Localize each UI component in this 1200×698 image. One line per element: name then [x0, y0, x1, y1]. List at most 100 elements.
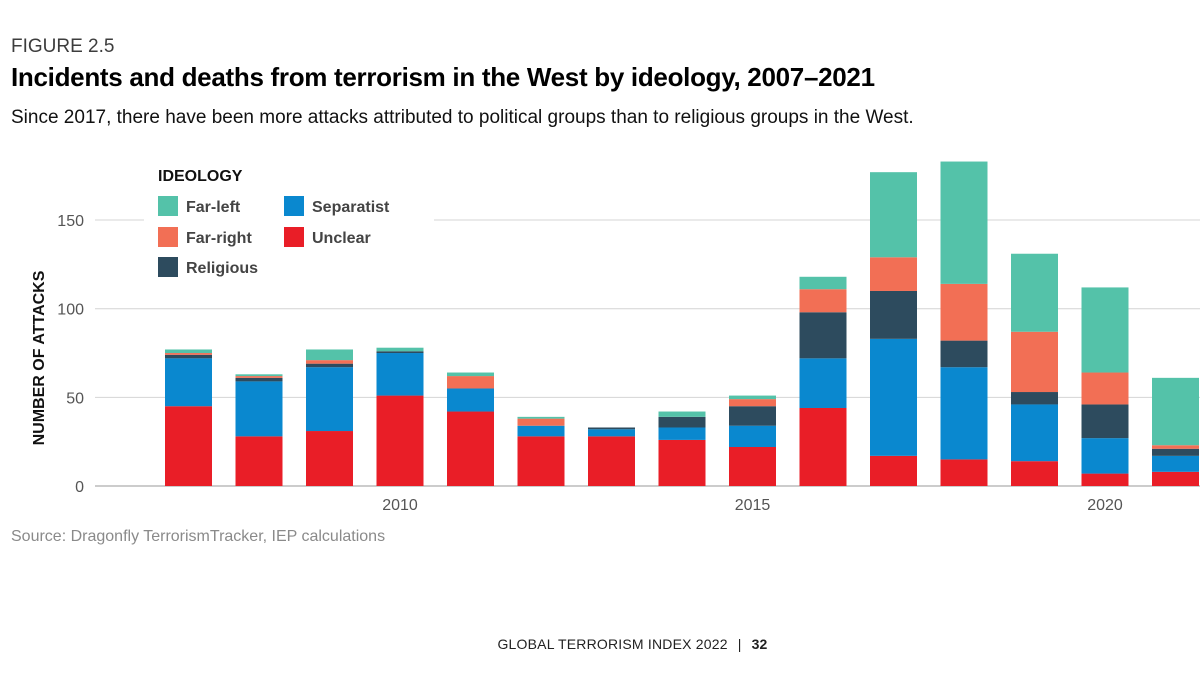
bar-segment-religious-2019: [1011, 392, 1058, 405]
bar-segment-far-left-2011: [447, 372, 494, 377]
bar-segment-unclear-2018: [940, 459, 988, 486]
bar-segment-far-right-2016: [799, 289, 847, 313]
bar-segment-unclear-2021: [1152, 471, 1199, 486]
bar-segment-separatist-2017: [870, 338, 917, 456]
bar-segment-far-right-2015: [729, 399, 776, 407]
legend-swatch-far-right: [158, 227, 178, 247]
bar-segment-unclear-2010: [376, 395, 424, 486]
bar-segment-unclear-2009: [306, 431, 353, 486]
axes: 0 50 100 150 2010 2015 2020: [57, 213, 1123, 514]
bar-segment-far-right-2008: [235, 376, 283, 378]
bar-segment-religious-2018: [940, 340, 988, 368]
bar-segment-religious-2013: [588, 427, 635, 430]
bar-segment-far-left-2020: [1081, 287, 1129, 373]
bar-segment-unclear-2017: [870, 455, 917, 486]
bar-segment-separatist-2011: [447, 388, 494, 412]
bar-segment-far-right-2021: [1152, 445, 1199, 449]
bar-segment-religious-2021: [1152, 448, 1199, 456]
bar-segment-unclear-2011: [447, 411, 494, 486]
bar-segment-unclear-2013: [588, 436, 635, 486]
bar-segment-separatist-2012: [517, 425, 565, 437]
bar-segment-separatist-2018: [940, 367, 988, 460]
legend-label-unclear: Unclear: [312, 230, 371, 247]
bar-segment-unclear-2020: [1081, 473, 1129, 486]
bar-segment-religious-2015: [729, 406, 776, 426]
x-tick-label: 2015: [735, 497, 771, 514]
bar-segment-religious-2010: [376, 351, 424, 354]
bar-segment-separatist-2021: [1152, 455, 1199, 472]
y-tick-label: 50: [66, 390, 84, 407]
bar-segment-religious-2009: [306, 363, 353, 368]
bar-segment-far-left-2012: [517, 416, 565, 419]
bar-segment-unclear-2007: [165, 406, 212, 486]
legend-label-far-right: Far-right: [186, 230, 252, 247]
bars: [165, 161, 1199, 486]
bar-segment-unclear-2019: [1011, 461, 1058, 486]
y-tick-label: 100: [57, 302, 84, 319]
chart-title: Incidents and deaths from terrorism in t…: [11, 62, 875, 92]
y-tick-label: 150: [57, 213, 84, 230]
bar-segment-religious-2008: [235, 377, 283, 382]
bar-segment-far-left-2016: [799, 276, 847, 290]
bar-segment-unclear-2014: [658, 439, 706, 486]
bar-segment-separatist-2014: [658, 427, 706, 440]
bar-segment-far-right-2011: [447, 376, 494, 389]
bar-segment-religious-2016: [799, 312, 847, 359]
bar-segment-unclear-2016: [799, 407, 847, 486]
bar-segment-religious-2007: [165, 354, 212, 359]
bar-segment-religious-2017: [870, 290, 917, 339]
bar-segment-far-right-2017: [870, 257, 917, 291]
bar-segment-far-right-2012: [517, 418, 565, 426]
bar-segment-religious-2020: [1081, 404, 1129, 439]
bar-segment-far-left-2009: [306, 349, 353, 361]
bar-segment-separatist-2009: [306, 367, 353, 432]
legend-swatch-separatist: [284, 196, 304, 216]
bar-segment-far-left-2007: [165, 349, 212, 354]
page-number: 32: [751, 636, 768, 652]
publication-name: GLOBAL TERRORISM INDEX 2022: [497, 636, 728, 652]
bar-segment-separatist-2015: [729, 425, 776, 447]
legend-swatch-unclear: [284, 227, 304, 247]
x-tick-label: 2010: [382, 497, 418, 514]
bar-segment-far-left-2015: [729, 395, 776, 400]
legend: IDEOLOGY Far-left Separatist Far-right Uncl…: [144, 157, 434, 293]
bar-segment-unclear-2008: [235, 436, 283, 486]
bar-segment-separatist-2016: [799, 358, 847, 408]
bar-segment-far-left-2017: [870, 172, 917, 258]
bar-segment-separatist-2008: [235, 381, 283, 437]
legend-label-far-left: Far-left: [186, 199, 241, 216]
bar-segment-unclear-2015: [729, 446, 776, 486]
footer-separator: |: [737, 636, 742, 652]
y-axis-label: NUMBER OF ATTACKS: [31, 270, 48, 445]
legend-swatch-far-left: [158, 196, 178, 216]
legend-swatch-religious: [158, 257, 178, 277]
chart-subtitle: Since 2017, there have been more attacks…: [11, 107, 914, 128]
bar-segment-far-right-2007: [165, 353, 212, 355]
bar-segment-separatist-2010: [376, 353, 424, 396]
bar-segment-far-left-2021: [1152, 377, 1199, 446]
bar-segment-far-left-2010: [376, 347, 424, 352]
bar-segment-far-left-2019: [1011, 253, 1058, 332]
bar-segment-religious-2014: [658, 416, 706, 428]
bar-segment-separatist-2013: [588, 429, 635, 437]
bar-segment-far-right-2018: [940, 283, 988, 341]
bar-segment-far-left-2018: [940, 161, 988, 284]
bar-segment-far-right-2020: [1081, 372, 1129, 405]
bar-segment-unclear-2012: [517, 436, 565, 486]
legend-label-separatist: Separatist: [312, 199, 390, 216]
page-footer: GLOBAL TERRORISM INDEX 2022 | 32: [0, 636, 1200, 652]
y-tick-label: 0: [75, 479, 84, 496]
x-tick-label: 2020: [1087, 497, 1123, 514]
bar-segment-far-right-2019: [1011, 331, 1058, 393]
bar-segment-far-left-2014: [658, 411, 706, 417]
bar-segment-far-right-2009: [306, 360, 353, 364]
legend-label-religious: Religious: [186, 260, 258, 277]
source-note: Source: Dragonfly TerrorismTracker, IEP …: [11, 528, 386, 545]
legend-background: [144, 157, 434, 293]
bar-segment-separatist-2020: [1081, 438, 1129, 474]
bar-segment-separatist-2007: [165, 358, 212, 407]
bar-segment-separatist-2019: [1011, 404, 1058, 462]
figure-label: FIGURE 2.5: [11, 36, 115, 57]
bar-segment-far-left-2008: [235, 374, 283, 377]
